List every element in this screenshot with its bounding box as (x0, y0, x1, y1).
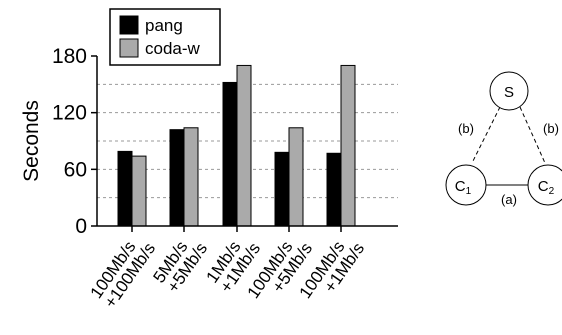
y-tick-label-1: 60 (64, 158, 87, 181)
y-ticks: 0 60 120 180 (52, 45, 97, 238)
legend-swatch-pang (119, 15, 139, 35)
axes (96, 56, 398, 227)
link-label-left: (b) (458, 121, 474, 136)
client2-node (527, 164, 562, 206)
x-tick-label-1: 5Mb/s+5Mb/s (149, 229, 211, 296)
legend-label-pang: pang (145, 16, 183, 35)
x-tick-label-3: 100Mb/s+5Mb/s (244, 229, 317, 311)
client2-node-label: C2 (538, 178, 555, 197)
bar-coda-w-1 (183, 127, 199, 227)
bar-coda-w-4 (340, 64, 356, 227)
x-ticks: 100Mb/s+100Mb/s5Mb/s+5Mb/s1Mb/s+1Mb/s100… (87, 226, 369, 312)
x-tick-label-0: 100Mb/s+100Mb/s (87, 229, 160, 311)
bar-pang-4 (326, 152, 342, 227)
x-tick-label-4: 100Mb/s+1Mb/s (296, 229, 369, 311)
y-tick-label-0: 0 (75, 215, 87, 238)
client1-node (445, 164, 487, 206)
bars (117, 64, 356, 227)
bar-pang-2 (222, 81, 238, 227)
bar-coda-w-3 (288, 127, 304, 227)
bar-pang-3 (274, 151, 290, 227)
server-node-label: S (504, 84, 514, 101)
link-s-c2 (519, 106, 546, 164)
bar-coda-w-0 (131, 155, 147, 227)
topology-diagram: S C1 C2 (b) (b) (a) (445, 71, 562, 207)
server-node (489, 71, 529, 111)
bar-pang-1 (169, 129, 185, 227)
y-tick-label-3: 180 (52, 45, 87, 68)
link-s-c1 (471, 106, 501, 164)
y-tick-label-2: 120 (52, 102, 87, 125)
legend-label-coda-w: coda-w (145, 39, 201, 58)
bar-pang-0 (117, 150, 133, 227)
legend-swatch-coda-w (119, 38, 139, 58)
bar-coda-w-2 (236, 64, 252, 227)
link-label-bottom: (a) (501, 192, 517, 207)
legend: pang coda-w (109, 8, 221, 66)
client1-node-label: C1 (455, 178, 472, 197)
link-label-right: (b) (543, 121, 559, 136)
y-axis-label: Seconds (20, 100, 43, 182)
